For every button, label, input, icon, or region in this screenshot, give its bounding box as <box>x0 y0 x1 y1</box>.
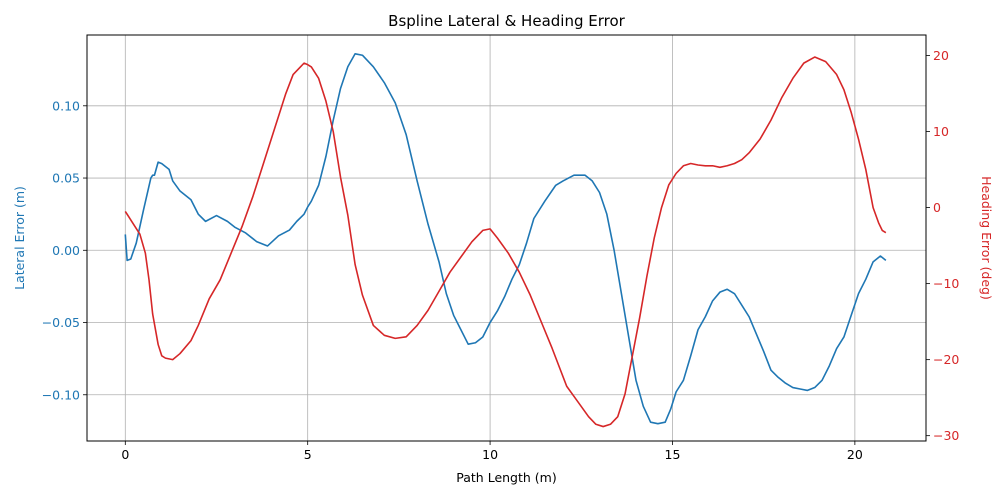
y-tick-label-left: 0.05 <box>52 171 80 186</box>
y-tick-label-left: −0.10 <box>42 387 80 402</box>
grid <box>87 35 926 441</box>
series-layer <box>124 52 887 428</box>
x-tick-label: 10 <box>482 447 498 462</box>
x-axis-label: Path Length (m) <box>456 470 556 485</box>
plot-frame <box>86 34 927 442</box>
y-tick-label-right: −20 <box>933 352 959 367</box>
y-tick-label-right: 20 <box>933 48 949 63</box>
x-tick-label: 5 <box>304 447 312 462</box>
y-tick-label-left: 0.10 <box>52 98 80 113</box>
heading-error-line <box>124 56 887 428</box>
y-tick-label-left: −0.05 <box>42 315 80 330</box>
y-tick-label-right: −10 <box>933 276 959 291</box>
y-tick-label-left: 0.00 <box>52 243 80 258</box>
ticks: 0 5 10 15 20 −0.10 −0.05 0.00 0.05 0.10 −30 −20 −10 0… <box>42 48 960 462</box>
chart-title: Bspline Lateral & Heading Error <box>388 12 625 30</box>
y-tick-label-right: −30 <box>933 428 959 443</box>
y-axis-label-left: Lateral Error (m) <box>12 186 27 290</box>
x-tick-label: 0 <box>121 447 129 462</box>
lateral-error-line <box>124 52 887 425</box>
y-tick-label-right: 10 <box>933 124 949 139</box>
x-tick-label: 20 <box>847 447 863 462</box>
y-axis-label-right: Heading Error (deg) <box>979 176 994 300</box>
x-tick-label: 15 <box>665 447 681 462</box>
y-tick-label-right: 0 <box>933 200 941 215</box>
